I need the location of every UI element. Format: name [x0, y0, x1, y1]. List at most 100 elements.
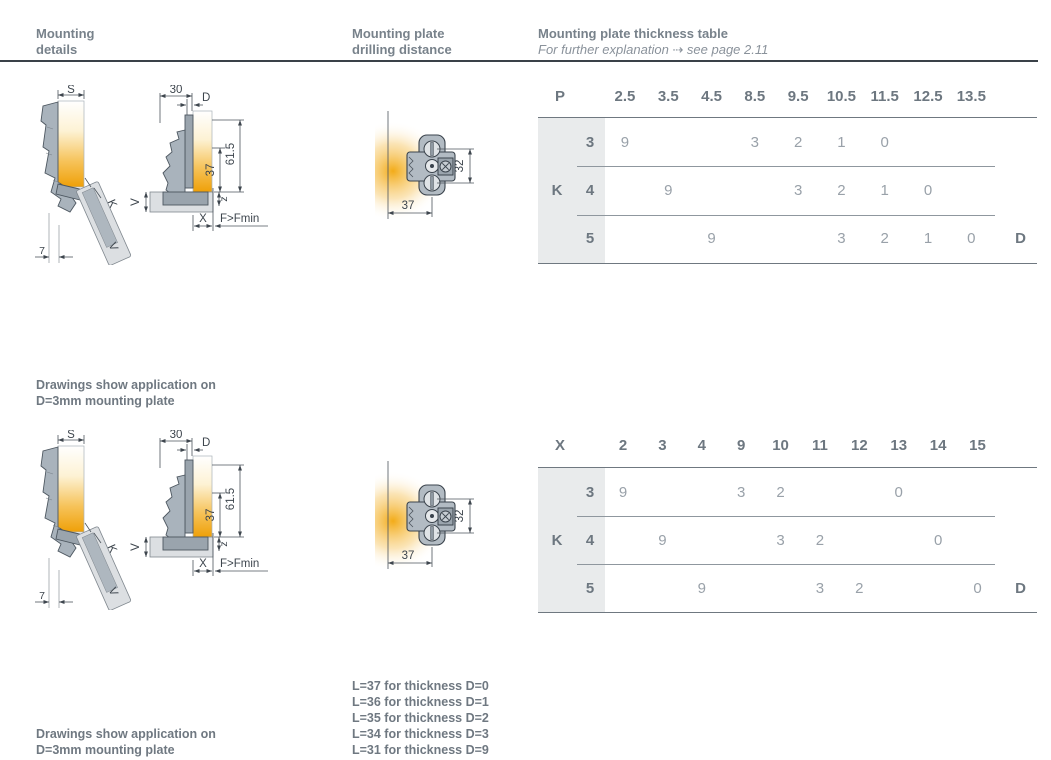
table-header-row: X 2 3 4 9 10 11 12 13 14 15: [538, 424, 1037, 467]
dim-label-x: X: [199, 213, 207, 225]
hinge-mounting-drawing-top: S V K 7 30 D: [35, 85, 268, 265]
column-header: 3: [658, 437, 667, 454]
table-cell: 9: [664, 181, 673, 199]
table-cell: 9: [697, 579, 706, 597]
table-body: K 3 9 3 2 0 4 9 3 2 0 5 9 3 2 0 D: [538, 467, 1037, 613]
table-cell: 3: [776, 531, 785, 549]
note-line: D=3mm mounting plate: [36, 743, 175, 757]
header-thickness-table: Mounting plate thickness table For furth…: [538, 26, 768, 58]
table-cell: [647, 230, 690, 247]
table-row: 3 9 3 2 1 0: [538, 118, 1037, 166]
table-cell: [918, 580, 957, 597]
table-cell: [643, 580, 682, 597]
column-header: 11: [812, 437, 828, 454]
table-cell: [950, 134, 993, 151]
table-cell: 9: [618, 483, 628, 501]
mounting-plate-drawing-top: 32 37: [375, 111, 474, 221]
table-cell: 2: [880, 230, 889, 248]
table-cell: [733, 230, 776, 247]
plate-left-teeth: [408, 506, 414, 528]
row-group-label: K: [551, 531, 563, 549]
header-subtitle: For further explanation ⇢ see page 2.11: [538, 42, 769, 57]
table-cell: [682, 532, 721, 549]
table-cell: [603, 532, 642, 549]
mounting-plate-side: [184, 114, 194, 189]
table-row: 4 9 3 2 0: [538, 516, 1037, 564]
drawing-note-bottom: Drawings show application on D=3mm mount…: [36, 726, 216, 758]
dim-label-fmin: F>Fmin: [220, 558, 259, 570]
dim-label-30: 30: [170, 85, 183, 96]
door-panel: [57, 100, 85, 188]
row-label: 3: [585, 133, 595, 151]
table-cell: 0: [933, 531, 943, 549]
row-label: 4: [585, 181, 595, 199]
cabinet-panel: [192, 455, 213, 538]
row-cells: 9 3 2 0: [603, 532, 997, 549]
table-cell: [647, 134, 690, 151]
table-body: K 3 9 3 2 1 0 4 9 3 2 1 0 5 9 3 2 1 0 D: [538, 117, 1037, 264]
column-header: 10: [772, 437, 789, 454]
header-drilling-distance: Mounting plate drilling distance: [352, 26, 452, 58]
table-cell: [958, 532, 997, 549]
dim-label-v-side: V: [130, 198, 142, 206]
row-label-shading: [538, 118, 605, 263]
column-header: 14: [929, 437, 947, 454]
column-header: 13: [890, 437, 908, 454]
table-cell: [950, 182, 993, 199]
dim-label-d: D: [202, 437, 210, 449]
mounting-plate-content: 32 37: [375, 111, 474, 221]
mounting-plate-side: [184, 459, 194, 534]
arm-length-thickness-notes: L=37 for thickness D=0 L=36 for thickness…: [352, 678, 489, 758]
table-cell: [603, 580, 642, 597]
column-header: 8.5: [744, 87, 766, 105]
table-cell: 9: [707, 230, 716, 248]
column-header: 13.5: [956, 87, 986, 105]
thickness-note-line: L=37 for thickness D=0: [352, 679, 489, 693]
column-header: 9: [736, 437, 746, 454]
row-cells: 9 3 2 1 0: [603, 182, 993, 199]
opened-door: [76, 181, 132, 265]
table-cell: [603, 230, 646, 247]
table-cell: [721, 532, 760, 549]
column-header: 9.5: [787, 87, 809, 105]
table-row: 4 9 3 2 1 0: [538, 166, 1037, 214]
table-cell: 3: [837, 230, 846, 248]
table-cell: [800, 484, 839, 501]
table-cell: [690, 182, 733, 199]
table-cell: [682, 484, 721, 501]
row-label: 5: [585, 579, 595, 597]
row-cells: 9 3 2 1 0: [603, 134, 993, 151]
column-header: 3.5: [657, 87, 679, 105]
table-cell: 2: [855, 579, 864, 597]
table-cell: 3: [750, 133, 759, 151]
opened-door: [76, 526, 132, 610]
column-header: 15: [969, 437, 986, 454]
dim-label-32: 32: [454, 160, 466, 173]
table-right-label: D: [1015, 579, 1026, 597]
table-column-headers: 2.5 3.5 4.5 8.5 9.5 10.5 11.5 12.5 13.5: [603, 75, 993, 117]
dim-label-37: 37: [205, 164, 217, 177]
dim-label-61-5: 61.5: [225, 143, 237, 165]
table-cell: 1: [837, 133, 846, 151]
table-cell: [733, 182, 776, 199]
hinge-arm-side: [162, 129, 186, 199]
mounting-plate-drawing-bottom: 32 37: [375, 461, 474, 571]
row-cells: 9 3 2 0: [603, 484, 997, 501]
table-row: 3 9 3 2 0: [538, 468, 1037, 516]
table-cell: 3: [736, 483, 746, 501]
column-header: 4.5: [701, 87, 722, 105]
header-line: Mounting: [36, 26, 95, 41]
dim-label-z: z: [218, 541, 230, 546]
column-header: 11.5: [870, 87, 899, 105]
dim-label-61-5: 61.5: [225, 488, 237, 510]
dim-label-30: 30: [170, 430, 183, 441]
header-mounting-details: Mounting details: [36, 26, 94, 58]
table-cell: [840, 484, 879, 501]
hinge-drawing-content: S V K 7 30 D: [35, 85, 268, 265]
table-cell: 1: [923, 230, 933, 248]
hinge-drawing-content: S V K 7 30 D: [35, 430, 268, 610]
table-cell: 2: [793, 133, 803, 151]
table-cell: [761, 580, 800, 597]
